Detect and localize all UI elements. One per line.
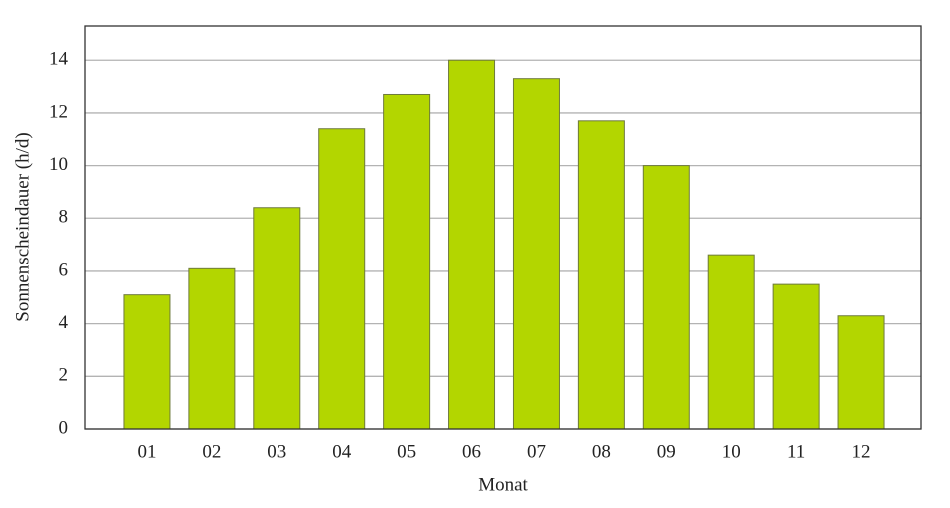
bar [642, 165, 690, 430]
plot-frame [84, 25, 922, 430]
y-axis-title: Sonnenscheindauer (h/d) [12, 132, 33, 321]
x-tick-label: 12 [852, 441, 871, 462]
x-tick-label: 01 [137, 441, 156, 462]
bar [772, 283, 820, 430]
x-axis-title: Monat [478, 474, 528, 495]
x-tick-label: 08 [592, 441, 611, 462]
y-tick-label: 0 [59, 417, 69, 438]
x-tick-label: 07 [527, 441, 546, 462]
y-tick-label: 8 [59, 207, 69, 228]
bar [577, 120, 625, 430]
x-tick-label: 11 [787, 441, 805, 462]
x-tick-label: 04 [332, 441, 352, 462]
bar [707, 254, 755, 430]
y-tick-label: 2 [59, 365, 69, 386]
bar [123, 294, 171, 430]
y-tick-label: 14 [49, 49, 69, 70]
bar [318, 128, 366, 430]
y-tick-label: 12 [49, 101, 68, 122]
x-tick-label: 02 [202, 441, 221, 462]
x-tick-label: 06 [462, 441, 481, 462]
bar [383, 93, 431, 430]
y-tick-label: 10 [49, 154, 68, 175]
x-tick-label: 03 [267, 441, 286, 462]
bar [253, 207, 301, 430]
bar [188, 267, 236, 430]
x-tick-label: 05 [397, 441, 416, 462]
x-tick-label: 09 [657, 441, 676, 462]
y-tick-label: 4 [59, 312, 69, 333]
bar [837, 315, 885, 430]
bar [448, 59, 496, 430]
y-tick-label: 6 [59, 259, 69, 280]
x-tick-label: 10 [722, 441, 741, 462]
bar [512, 78, 560, 430]
